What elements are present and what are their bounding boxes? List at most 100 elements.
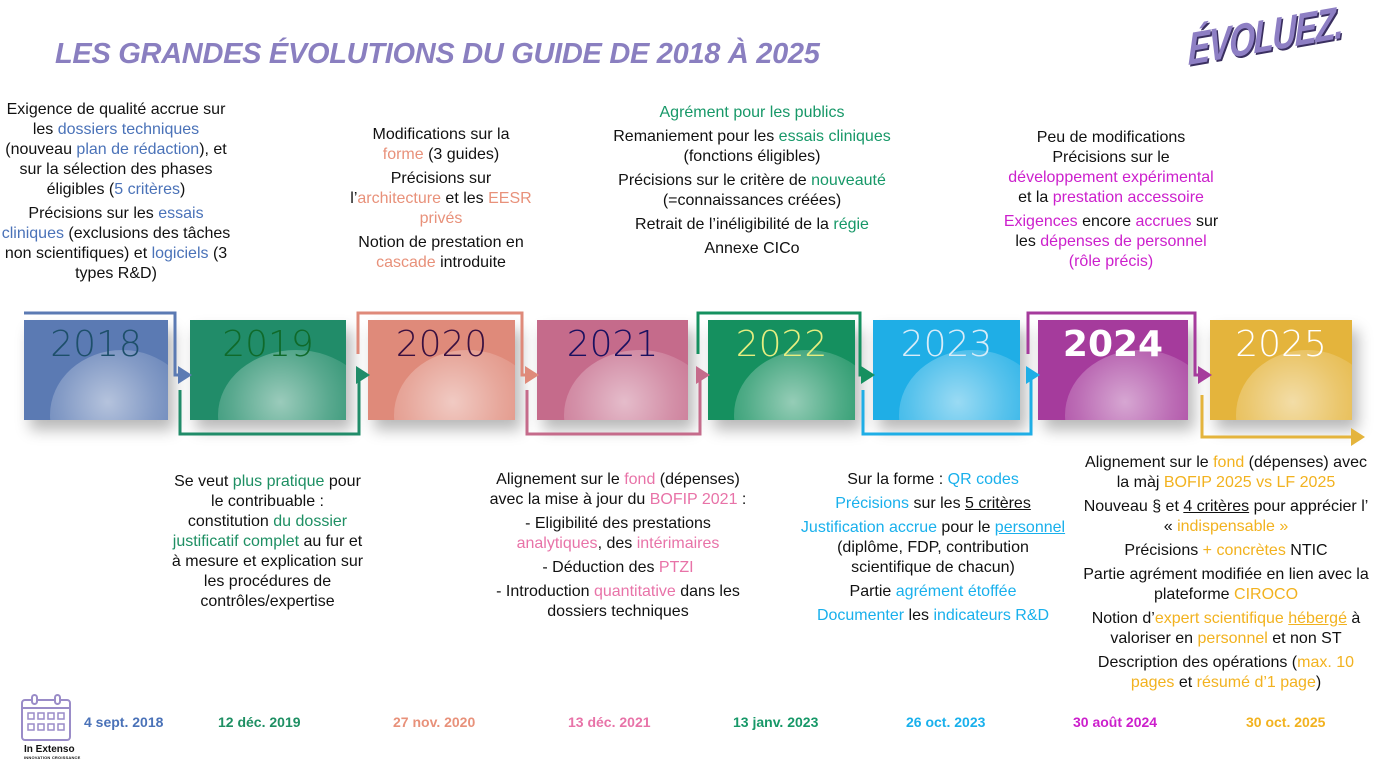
- highlight-text: régie: [833, 216, 869, 233]
- highlight-text: Agrément pour les publics: [659, 104, 845, 121]
- evolution-paragraph: Annexe CICo: [612, 239, 892, 259]
- evolution-text-2023: Sur la forme : QR codes Précisions sur le…: [800, 470, 1066, 630]
- text: pour le contribuable : constitution: [187, 473, 361, 530]
- text: Annexe CICo: [704, 240, 800, 257]
- highlight-text: personnel: [1197, 630, 1268, 647]
- highlight-text: personnel: [994, 519, 1066, 536]
- text: Partie agrément modifiée en lien avec la…: [1083, 566, 1369, 603]
- year-tile-2019: 2019: [190, 320, 346, 420]
- text: 4 critères: [1183, 498, 1250, 515]
- year-tile-2025: 2025: [1210, 320, 1352, 420]
- text: Description des opérations (: [1097, 654, 1298, 671]
- evolution-text-2021: Alignement sur le fond (dépenses) avec l…: [488, 470, 748, 626]
- highlight-text: Documenter: [816, 607, 905, 624]
- calendar-icon: [21, 694, 71, 741]
- arrow-head-icon: [1351, 428, 1365, 446]
- evolution-paragraph: Documenter les indicateurs R&D: [800, 606, 1066, 626]
- text: (nouveau: [5, 141, 77, 158]
- text: ): [180, 181, 186, 198]
- highlight-text: du dossier justificatif complet: [172, 513, 348, 550]
- highlight-text: PTZI: [658, 559, 694, 576]
- highlight-text: logiciels: [151, 245, 209, 262]
- highlight-text: développement expérimental: [1008, 169, 1214, 186]
- text: (3 types R&D): [75, 245, 228, 282]
- year-label: 2018: [50, 324, 142, 365]
- highlight-text: architecture: [357, 190, 441, 207]
- year-tile-2022: 2022: [708, 320, 855, 420]
- year-tile-2018: 2018: [24, 320, 168, 420]
- year-label: 2021: [566, 324, 659, 365]
- highlight-text: cascade: [376, 254, 436, 271]
- release-date-2018: 4 sept. 2018: [84, 714, 164, 730]
- highlight-text: + concrètes: [1202, 542, 1286, 559]
- brand-logo: In Extenso INNOVATION CROISSANCE: [24, 744, 81, 760]
- text: pour le: [936, 519, 995, 536]
- evolution-paragraph: Modifications sur la forme (3 guides): [350, 125, 532, 165]
- text: - Eligibilité des prestations: [525, 515, 711, 532]
- text: au fur et à mesure et explication sur le…: [171, 533, 364, 610]
- highlight-text: fond: [624, 471, 656, 488]
- brand-tagline: INNOVATION CROISSANCE: [24, 755, 81, 760]
- highlight-text: prestation accessoire: [1052, 189, 1204, 206]
- highlight-text: QR codes: [947, 471, 1019, 488]
- evolution-text-2024: Peu de modifications Précisions sur le d…: [1000, 128, 1222, 276]
- evolution-paragraph: Notion d’expert scientifique hébergé à v…: [1080, 609, 1372, 649]
- evolution-paragraph: Partie agrément étoffée: [800, 582, 1066, 602]
- text: (exclusions des tâches non scientifiques…: [4, 225, 231, 262]
- evolution-text-2022: Agrément pour les publics Remaniement pou…: [612, 103, 892, 263]
- highlight-text: dépenses de personnel (rôle précis): [1040, 233, 1207, 270]
- year-label: 2019: [222, 324, 314, 365]
- text: , des: [597, 535, 637, 552]
- evolution-text-2020: Modifications sur la forme (3 guides) Pré…: [350, 125, 532, 277]
- highlight-text: analytiques: [516, 535, 598, 552]
- text: Précisions: [1124, 542, 1203, 559]
- evolution-paragraph: Agrément pour les publics: [612, 103, 892, 123]
- evolution-paragraph: Partie agrément modifiée en lien avec la…: [1080, 565, 1372, 605]
- year-tile-2020: 2020: [368, 320, 515, 420]
- text: (dépenses) avec la mise à jour du: [489, 471, 740, 508]
- release-date-2023: 26 oct. 2023: [906, 714, 986, 730]
- evolution-paragraph: Nouveau § et 4 critères pour apprécier l…: [1080, 497, 1372, 537]
- highlight-text: BOFIP 2021: [649, 491, 738, 508]
- text: Alignement sur le: [1085, 454, 1214, 471]
- text: NTIC: [1285, 542, 1328, 559]
- evolution-text-2018: Exigence de qualité accrue sur les dossi…: [0, 100, 232, 288]
- text: introduite: [435, 254, 506, 271]
- highlight-text: plan de rédaction: [76, 141, 200, 158]
- text: les: [904, 607, 934, 624]
- evolution-paragraph: - Déduction des PTZI: [488, 558, 748, 578]
- highlight-text: Justification accrue: [800, 519, 937, 536]
- release-date-2022: 13 janv. 2023: [733, 714, 819, 730]
- release-date-2020: 27 nov. 2020: [393, 714, 476, 730]
- evolution-paragraph: Précisions sur les essais cliniques (exc…: [0, 204, 232, 284]
- text: (diplôme, FDP, contribution scientifique…: [837, 539, 1029, 576]
- evoluez-logo: ÉVOLUEZ.: [1188, 0, 1343, 76]
- evolution-paragraph: Se veut plus pratique pour le contribuab…: [170, 472, 365, 612]
- text: Notion de prestation en: [358, 234, 524, 251]
- highlight-text: agrément étoffée: [895, 583, 1017, 600]
- year-label: 2022: [735, 324, 828, 365]
- text: (dépenses) avec la màj: [1116, 454, 1367, 491]
- highlight-text: fond: [1213, 454, 1245, 471]
- evolution-paragraph: Précisions sur l’architecture et les EES…: [350, 169, 532, 229]
- evolution-text-2025: Alignement sur le fond (dépenses) avec l…: [1080, 453, 1372, 697]
- evolution-paragraph: Exigence de qualité accrue sur les dossi…: [0, 100, 232, 200]
- highlight-text: forme: [382, 146, 424, 163]
- highlight-text: 5 critères: [114, 181, 181, 198]
- text: dans les dossiers techniques: [547, 583, 740, 620]
- highlight-text: indispensable »: [1177, 518, 1289, 535]
- evolution-paragraph: Retrait de l’inéligibilité de la régie: [612, 215, 892, 235]
- highlight-text: EESR privés: [419, 190, 532, 227]
- dates-row: 4 sept. 2018 12 déc. 2019 27 nov. 2020 13 d…: [0, 714, 1375, 734]
- highlight-text: nouveauté: [811, 172, 886, 189]
- evolution-paragraph: Alignement sur le fond (dépenses) avec l…: [488, 470, 748, 510]
- brand-name: In Extenso: [24, 744, 75, 755]
- text: Sur la forme :: [847, 471, 948, 488]
- text: et les: [440, 190, 489, 207]
- text: Précisions sur le critère de: [618, 172, 812, 189]
- text: à valoriser en: [1110, 610, 1361, 647]
- release-date-2024: 30 août 2024: [1073, 714, 1158, 730]
- text: (fonctions éligibles): [683, 148, 821, 165]
- text: Exigence de qualité accrue sur les: [6, 101, 226, 138]
- text: Peu de modifications Précisions sur le: [1036, 129, 1186, 166]
